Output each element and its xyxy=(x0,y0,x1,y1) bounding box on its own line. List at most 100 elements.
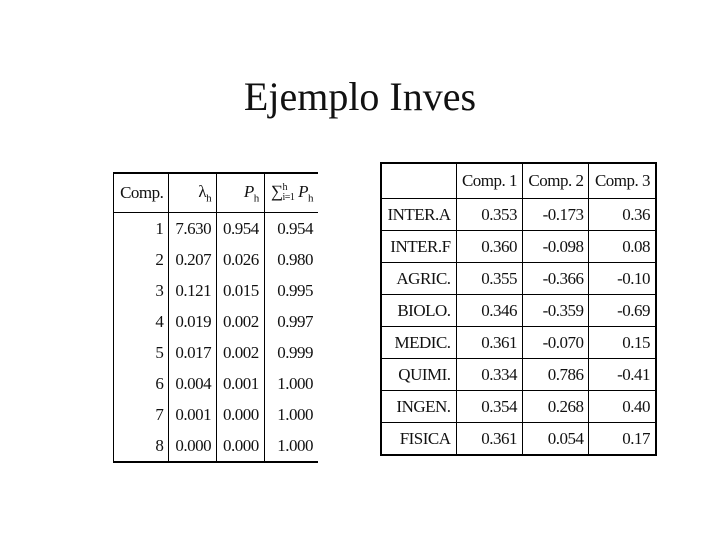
row-label: BIOLO. xyxy=(380,294,457,327)
cell: 0.002 xyxy=(216,337,265,368)
empty-header xyxy=(380,162,457,199)
table-row: INTER.F 0.360 -0.098 0.08 xyxy=(380,230,657,263)
cell: 6 xyxy=(155,373,164,393)
cell: 8 xyxy=(155,435,164,455)
limits: h i=1 xyxy=(282,181,295,203)
cell: 2 xyxy=(155,249,164,269)
table-row: 7 0.001 0.000 1.000 xyxy=(114,399,318,430)
cell: -0.41 xyxy=(588,358,657,391)
cell: -0.366 xyxy=(522,262,590,295)
cell: 0.980 xyxy=(263,244,318,275)
cell: 0.268 xyxy=(522,390,590,423)
cell: 5 xyxy=(155,342,164,362)
table-row: 6 0.004 0.001 1.000 xyxy=(114,368,318,399)
eigen-table: Comp. λh Ph ∑h i=1 Ph 1 7.630 0.954 0.954 2 0.… xyxy=(113,172,318,463)
table-row: 4 0.019 0.002 0.997 xyxy=(114,306,318,337)
cell: 0.004 xyxy=(168,368,217,399)
cell: 0.353 xyxy=(455,198,524,231)
cell: -0.69 xyxy=(588,294,657,327)
cell: 1 xyxy=(155,218,164,238)
lower: i=1 xyxy=(282,191,295,203)
cell: 0.08 xyxy=(588,230,657,263)
cell: 3 xyxy=(155,280,164,300)
cell: 0.954 xyxy=(216,212,265,244)
cell: 0.017 xyxy=(168,337,217,368)
symbol: ∑ xyxy=(270,181,283,201)
cell: 1.000 xyxy=(263,430,318,462)
table-row: AGRIC. 0.355 -0.366 -0.10 xyxy=(380,262,657,295)
cell: 0.026 xyxy=(216,244,265,275)
cell: 0.001 xyxy=(216,368,265,399)
column-header: Comp. 2 xyxy=(522,162,590,199)
column-header: λh xyxy=(168,173,217,213)
cell: 0.054 xyxy=(522,422,590,456)
cell: 0.954 xyxy=(263,212,318,244)
cell: 0.000 xyxy=(216,399,265,430)
term: P xyxy=(298,181,308,201)
cell: 0.786 xyxy=(522,358,590,391)
row-label: AGRIC. xyxy=(380,262,457,295)
table-row: BIOLO. 0.346 -0.359 -0.69 xyxy=(380,294,657,327)
cell: 0.361 xyxy=(455,422,524,456)
table-row: QUIMI. 0.334 0.786 -0.41 xyxy=(380,358,657,391)
cell: -0.173 xyxy=(522,198,590,231)
table-row: 2 0.207 0.026 0.980 xyxy=(114,244,318,275)
slide-title: Ejemplo Inves xyxy=(243,74,477,119)
table-row: 1 7.630 0.954 0.954 xyxy=(114,212,318,244)
cell: -0.070 xyxy=(522,326,590,359)
row-label: INGEN. xyxy=(380,390,457,423)
cell: 0.002 xyxy=(216,306,265,337)
cell: 0.361 xyxy=(455,326,524,359)
column-header: Comp. 3 xyxy=(588,162,657,199)
row-label: FISICA xyxy=(380,422,457,456)
cell: 7 xyxy=(155,404,164,424)
header-row: Comp. 1 Comp. 2 Comp. 3 xyxy=(380,162,657,199)
cell: -0.10 xyxy=(588,262,657,295)
cell: 0.36 xyxy=(588,198,657,231)
header-row: Comp. λh Ph ∑h i=1 Ph xyxy=(113,173,318,213)
cell: -0.359 xyxy=(522,294,590,327)
cell: 0.997 xyxy=(263,306,318,337)
cell: 0.015 xyxy=(216,275,265,306)
symbol: λ xyxy=(198,181,207,201)
symbol: P xyxy=(243,181,254,201)
cell: 0.17 xyxy=(588,422,657,456)
cell: 0.000 xyxy=(216,430,265,462)
cell: 0.360 xyxy=(455,230,524,263)
cell: 0.121 xyxy=(168,275,217,306)
table-row: MEDIC. 0.361 -0.070 0.15 xyxy=(380,326,657,359)
cell: 0.000 xyxy=(168,430,217,462)
cell: 0.999 xyxy=(263,337,318,368)
row-label: INTER.F xyxy=(380,230,457,263)
upper: h xyxy=(282,181,287,193)
column-header: Comp. 1 xyxy=(455,162,524,199)
cell: 0.334 xyxy=(455,358,524,391)
cell: 0.001 xyxy=(168,399,217,430)
table-row: INGEN. 0.354 0.268 0.40 xyxy=(380,390,657,423)
row-label: QUIMI. xyxy=(380,358,457,391)
column-header: Comp. xyxy=(113,173,169,213)
cell: 4 xyxy=(155,311,164,331)
subscript: h xyxy=(206,192,212,205)
table-row: 3 0.121 0.015 0.995 xyxy=(114,275,318,306)
table-row: FISICA 0.361 0.054 0.17 xyxy=(380,422,657,456)
subscript: h xyxy=(253,192,260,205)
cell: 0.354 xyxy=(455,390,524,423)
table-row: 5 0.017 0.002 0.999 xyxy=(114,337,318,368)
cell: 1.000 xyxy=(263,368,318,399)
loadings-table: Comp. 1 Comp. 2 Comp. 3 INTER.A 0.353 -0.173… xyxy=(380,162,657,456)
cell: 0.355 xyxy=(455,262,524,295)
cell: 0.019 xyxy=(168,306,217,337)
cell: 1.000 xyxy=(263,399,318,430)
row-label: MEDIC. xyxy=(380,326,457,359)
cell: 7.630 xyxy=(168,212,217,244)
cell: 0.207 xyxy=(168,244,217,275)
row-label: INTER.A xyxy=(380,198,457,231)
cell: 0.995 xyxy=(263,275,318,306)
column-header: Ph xyxy=(216,173,265,213)
column-header: ∑h i=1 Ph xyxy=(263,173,318,213)
cell: -0.098 xyxy=(522,230,590,263)
table-row: INTER.A 0.353 -0.173 0.36 xyxy=(380,198,657,231)
cell: 0.40 xyxy=(588,390,657,423)
